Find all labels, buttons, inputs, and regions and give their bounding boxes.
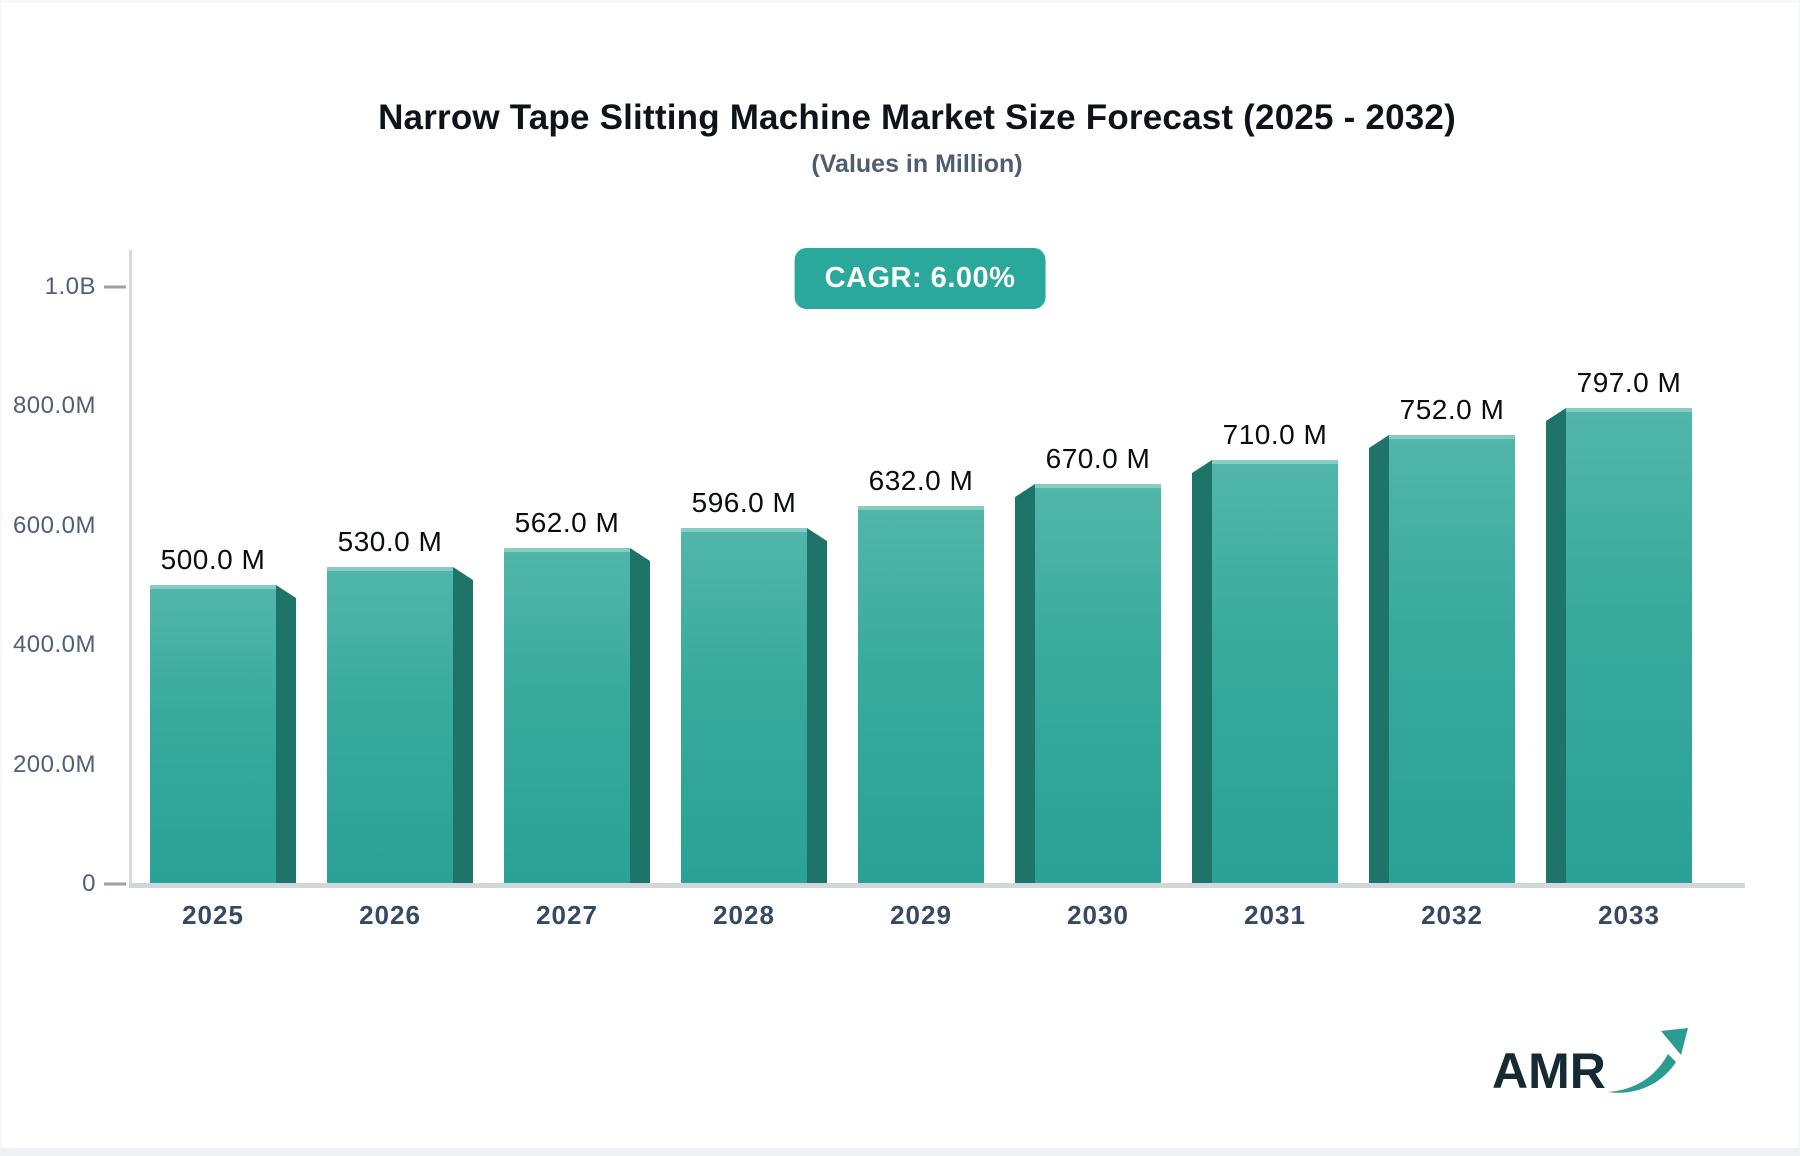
x-tick-label-2031: 2031 — [1244, 900, 1306, 930]
x-tick-label-2028: 2028 — [713, 900, 775, 930]
x-tick-label-2029: 2029 — [890, 900, 952, 930]
x-tick-label-2030: 2030 — [1067, 900, 1129, 930]
bar-2031: 710.0 M — [1192, 419, 1338, 883]
amr-logo-text: AMR — [1492, 1043, 1606, 1099]
bar-side-3d — [276, 585, 296, 883]
bar-side-3d — [1546, 408, 1566, 883]
bar-2025: 500.0 M — [150, 544, 296, 883]
y-tick-label: 600.0M — [12, 511, 96, 539]
amr-logo: AMR — [1492, 1028, 1688, 1102]
bar-value-label: 752.0 M — [1399, 394, 1505, 425]
bar-value-label: 500.0 M — [160, 544, 266, 575]
bar-face — [1389, 435, 1515, 883]
y-tick-label: 1.0B — [44, 273, 96, 300]
bar-2029: 632.0 M — [858, 465, 984, 883]
x-tick-label-2025: 2025 — [182, 900, 244, 930]
x-axis-line — [129, 883, 1745, 888]
bar-side-3d — [630, 548, 650, 883]
bar-value-label: 797.0 M — [1576, 367, 1682, 398]
chart-title: Narrow Tape Slitting Machine Market Size… — [378, 98, 1456, 137]
bar-value-label: 562.0 M — [514, 507, 620, 538]
y-tick-label: 200.0M — [12, 750, 96, 778]
bar-2030: 670.0 M — [1015, 443, 1161, 883]
bar-value-label: 632.0 M — [868, 465, 974, 496]
y-tick-mark — [104, 882, 126, 886]
growth-arrow-icon — [1608, 1028, 1688, 1093]
bar-2026: 530.0 M — [327, 526, 473, 883]
bar-2033: 797.0 M — [1546, 367, 1692, 883]
chart-subtitle: (Values in Million) — [811, 150, 1023, 178]
bar-2027: 562.0 M — [504, 507, 650, 883]
bar-side-3d — [1192, 460, 1212, 883]
bar-side-3d — [1369, 435, 1389, 883]
bar-face — [504, 548, 630, 883]
bar-side-3d — [807, 528, 827, 883]
bar-value-label: 670.0 M — [1045, 443, 1151, 474]
bar-face — [327, 567, 453, 883]
y-tick-label: 400.0M — [12, 631, 96, 659]
x-tick-label-2027: 2027 — [536, 900, 598, 930]
bar-value-label: 596.0 M — [691, 487, 797, 518]
bar-side-3d — [1015, 484, 1035, 883]
y-tick-label: 0 — [82, 870, 96, 897]
bar-2028: 596.0 M — [681, 487, 827, 883]
cagr-badge: CAGR: 6.00% — [794, 248, 1046, 309]
bar-2032: 752.0 M — [1369, 394, 1515, 883]
bar-value-label: 530.0 M — [337, 526, 443, 557]
x-tick-label-2032: 2032 — [1421, 900, 1483, 930]
y-axis-line — [129, 250, 132, 888]
plot-area: 500.0 M 530.0 M 562.0 M 596.0 M 632.0 M 670.0… — [133, 240, 1745, 886]
y-tick-mark — [104, 285, 126, 289]
x-tick-label-2033: 2033 — [1598, 900, 1660, 930]
y-tick-label: 800.0M — [12, 392, 96, 420]
bar-face — [681, 528, 807, 883]
bar-face — [1212, 460, 1338, 883]
bar-value-label: 710.0 M — [1222, 419, 1328, 450]
bar-face — [1566, 408, 1692, 883]
bar-face — [858, 506, 984, 883]
bar-face — [1035, 484, 1161, 883]
bar-face — [150, 585, 276, 883]
bar-side-3d — [453, 567, 473, 883]
x-tick-label-2026: 2026 — [359, 900, 421, 930]
